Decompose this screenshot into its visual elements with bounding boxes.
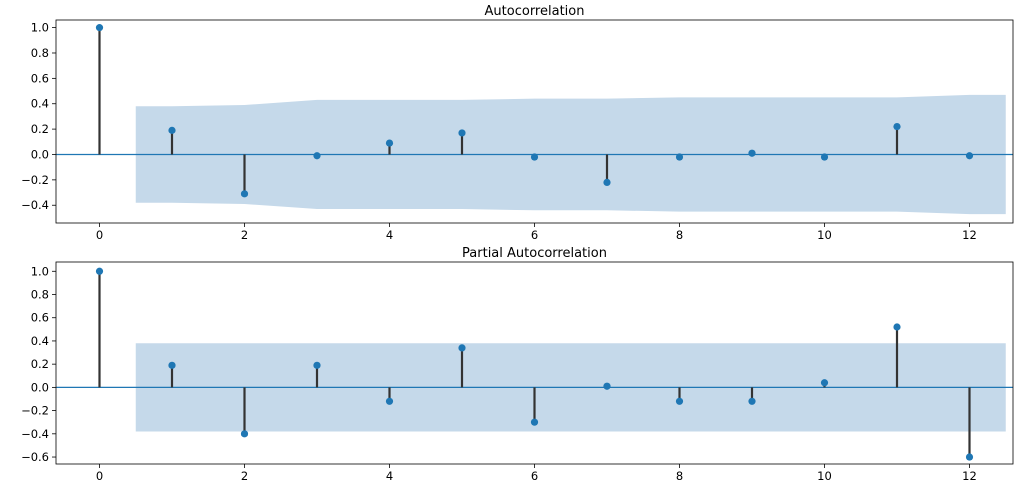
x-tick-label: 10 [817, 228, 832, 242]
marker-lag-6 [530, 153, 539, 161]
x-tick-label: 6 [531, 469, 538, 482]
marker-lag-12 [965, 152, 974, 160]
marker-lag-0 [95, 267, 104, 275]
y-tick-label: 1.0 [31, 264, 49, 278]
marker-lag-5 [458, 344, 466, 352]
x-tick-label: 4 [386, 469, 393, 482]
x-tick-label: 12 [962, 228, 977, 242]
marker-lag-8 [675, 397, 684, 405]
y-tick-label: −0.2 [21, 173, 49, 187]
x-tick-label: 12 [962, 469, 977, 482]
y-tick-label: −0.4 [21, 427, 49, 441]
marker-lag-3 [313, 361, 321, 369]
y-tick-label: 0.8 [31, 288, 49, 302]
marker-lag-9 [748, 149, 756, 157]
x-tick-label: 2 [241, 228, 248, 242]
marker-lag-5 [458, 129, 466, 137]
y-tick-label: −0.6 [21, 450, 49, 464]
acf-title: Autocorrelation [485, 4, 585, 19]
marker-lag-11 [893, 122, 901, 131]
marker-lag-4 [385, 397, 394, 405]
y-tick-label: 0.0 [31, 380, 49, 394]
y-tick-label: −0.4 [21, 198, 49, 212]
x-tick-label: 8 [676, 469, 683, 482]
marker-lag-7 [603, 178, 611, 186]
pacf-panel: 0 2 4 6 8 10 12 −0.6 −0.4 −0.2 0.0 0.2 0.4 0.6 0.8 1.0 P… [21, 246, 1014, 482]
marker-lag-4 [385, 139, 394, 147]
marker-lag-2 [240, 190, 249, 198]
marker-lag-6 [530, 418, 539, 426]
x-tick-label: 6 [531, 228, 538, 242]
marker-lag-10 [820, 153, 829, 161]
x-tick-label: 0 [96, 228, 103, 242]
y-tick-label: 0.2 [31, 122, 49, 136]
y-tick-label: 0.4 [31, 334, 49, 348]
marker-lag-10 [820, 379, 829, 387]
y-tick-label: 0.4 [31, 97, 49, 111]
marker-lag-1 [168, 126, 176, 134]
y-tick-label: 0.0 [31, 147, 49, 161]
pacf-title: Partial Autocorrelation [462, 246, 607, 261]
y-tick-label: 0.2 [31, 357, 49, 371]
marker-lag-9 [748, 397, 756, 405]
marker-lag-8 [675, 153, 684, 161]
x-tick-label: 4 [386, 228, 393, 242]
marker-lag-2 [240, 430, 249, 438]
y-tick-label: 0.6 [31, 311, 49, 325]
marker-lag-1 [168, 361, 176, 369]
y-tick-label: 1.0 [31, 21, 49, 35]
x-tick-label: 0 [96, 469, 103, 482]
y-tick-label: 0.6 [31, 71, 49, 85]
x-tick-label: 10 [817, 469, 832, 482]
y-tick-label: −0.2 [21, 404, 49, 418]
acf-panel: 0 2 4 6 8 10 12 −0.4 −0.2 0.0 0.2 0.4 0.6 0.8 1.0 Autoc… [21, 4, 1014, 242]
marker-lag-0 [95, 24, 104, 32]
marker-lag-3 [313, 152, 321, 160]
y-tick-label: 0.8 [31, 46, 49, 60]
marker-lag-7 [603, 382, 611, 390]
marker-lag-11 [893, 323, 901, 331]
marker-lag-12 [965, 453, 974, 461]
x-tick-label: 2 [241, 469, 248, 482]
x-tick-label: 8 [676, 228, 683, 242]
